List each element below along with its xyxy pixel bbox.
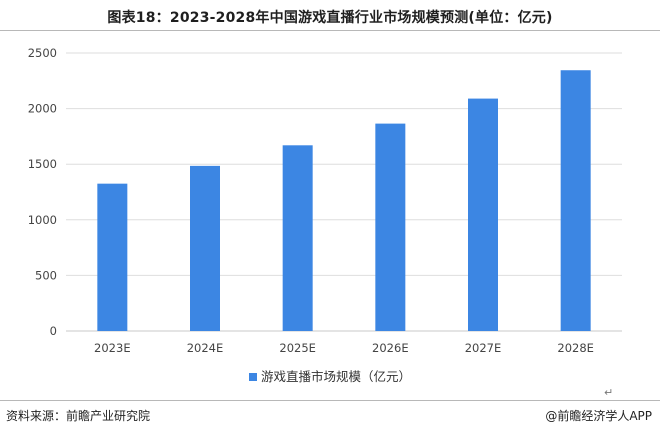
y-tick-label: 500 <box>35 268 57 282</box>
x-tick-label: 2026E <box>372 341 409 355</box>
chart-title: 图表18：2023-2028年中国游戏直播行业市场规模预测(单位：亿元) <box>107 10 553 26</box>
x-axis-tick-labels: 2023E 2024E 2025E 2026E 2027E 2028E <box>94 341 594 355</box>
brand-credit: @前瞻经济学人APP <box>545 409 652 423</box>
x-tick-label: 2023E <box>94 341 131 355</box>
legend-label: 游戏直播市场规模（亿元） <box>260 369 411 384</box>
gridlines <box>66 52 622 332</box>
bar-2026E <box>375 123 406 331</box>
legend-swatch <box>248 372 257 381</box>
bar-2024E <box>190 165 220 331</box>
x-tick-label: 2027E <box>465 341 502 355</box>
bar-2028E <box>560 70 591 332</box>
return-symbol: ↵ <box>604 386 614 399</box>
source-note: 资料来源：前瞻产业研究院 <box>6 409 151 423</box>
bars <box>97 70 591 332</box>
bar-2027E <box>468 98 498 331</box>
legend: 游戏直播市场规模（亿元） <box>0 366 660 385</box>
y-tick-label: 1500 <box>28 157 57 171</box>
x-tick-label: 2024E <box>187 341 224 355</box>
x-tick-label: 2028E <box>557 341 594 355</box>
y-tick-label: 1000 <box>28 213 57 227</box>
bar-2025E <box>282 145 313 331</box>
y-tick-label: 2500 <box>28 46 57 60</box>
x-tick-label: 2025E <box>279 341 316 355</box>
y-tick-label: 0 <box>50 324 57 338</box>
footer-divider <box>0 400 660 401</box>
bar-2023E <box>97 183 128 331</box>
title-divider <box>0 30 660 31</box>
y-axis-tick-labels: 0 500 1000 1500 2000 2500 <box>28 46 57 338</box>
y-tick-label: 2000 <box>28 102 57 116</box>
